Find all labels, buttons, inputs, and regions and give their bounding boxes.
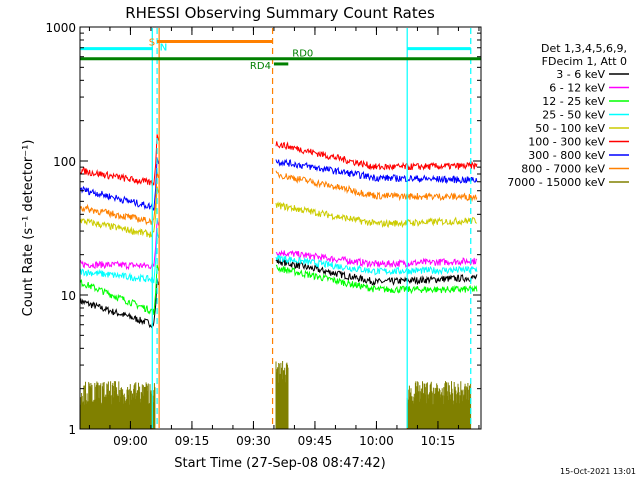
legend-label-100-300-kev: 100 - 300 keV <box>528 136 605 149</box>
x-tick-label-3: 09:30 <box>236 434 271 448</box>
series-300-800-kev-line <box>79 157 478 211</box>
legend-label-7000-15000-kev: 7000 - 15000 keV <box>507 176 605 189</box>
x-tick-label-2: 09:15 <box>175 434 210 448</box>
legend-label-25-50-kev: 25 - 50 keV <box>542 109 605 122</box>
y-tick-label-1: 1 <box>68 423 76 437</box>
legend-header-line-1: Det 1,3,4,5,6,9, <box>541 42 627 55</box>
series-12-25-kev-line <box>79 264 478 315</box>
series-100-300-kev-line <box>79 134 478 187</box>
series-3-6-kev-line <box>79 258 478 329</box>
flag-label-rd4: RD4 <box>250 61 271 72</box>
legend-label-50-100-kev: 50 - 100 keV <box>535 122 605 135</box>
legend-label-6-12-kev: 6 - 12 keV <box>549 82 605 95</box>
series-50-100-kev-line <box>79 186 477 238</box>
x-tick-label-5: 10:00 <box>359 434 394 448</box>
plot-frame <box>79 26 482 430</box>
legend-label-300-800-kev: 300 - 800 keV <box>528 149 605 162</box>
chart-title: RHESSI Observing Summary Count Rates <box>125 4 435 22</box>
series-800-7000-kev-line <box>79 170 478 226</box>
footer-date: 15-Oct-2021 13:01 <box>560 467 636 476</box>
series-25-50-kev-line <box>79 231 478 284</box>
legend-header-line-2: FDecim 1, Att 0 <box>542 55 627 68</box>
legend-label-12-25-kev: 12 - 25 keV <box>542 95 605 108</box>
y-axis-label: Count Rate (s⁻¹ detector⁻¹) <box>21 140 36 317</box>
data-layer <box>79 134 478 429</box>
flag-label-n: N <box>160 43 167 54</box>
y-tick-label-3: 100 <box>53 155 76 169</box>
x-axis-label: Start Time (27-Sep-08 08:47:42) <box>174 456 385 471</box>
y-tick-label-2: 10 <box>61 289 76 303</box>
x-tick-label-4: 09:45 <box>298 434 333 448</box>
y-tick-label-4: 1000 <box>45 21 76 35</box>
flag-label-s: S <box>149 37 155 48</box>
axis-layer: 09:00 09:15 09:30 09:45 10:00 10:15 1 10 100 1000 <box>45 21 481 448</box>
x-tick-label-1: 09:00 <box>113 434 148 448</box>
legend: Det 1,3,4,5,6,9, FDecim 1, Att 0 3 - 6 k… <box>507 42 629 189</box>
flag-label-n: N <box>160 43 167 54</box>
x-tick-label-6: 10:15 <box>421 434 456 448</box>
series-6-12-kev-line <box>79 219 478 271</box>
legend-label-3-6-kev: 3 - 6 keV <box>556 68 605 81</box>
legend-label-800-7000-kev: 800 - 7000 keV <box>521 163 605 176</box>
flag-label-rd0: RD0 <box>292 49 313 60</box>
